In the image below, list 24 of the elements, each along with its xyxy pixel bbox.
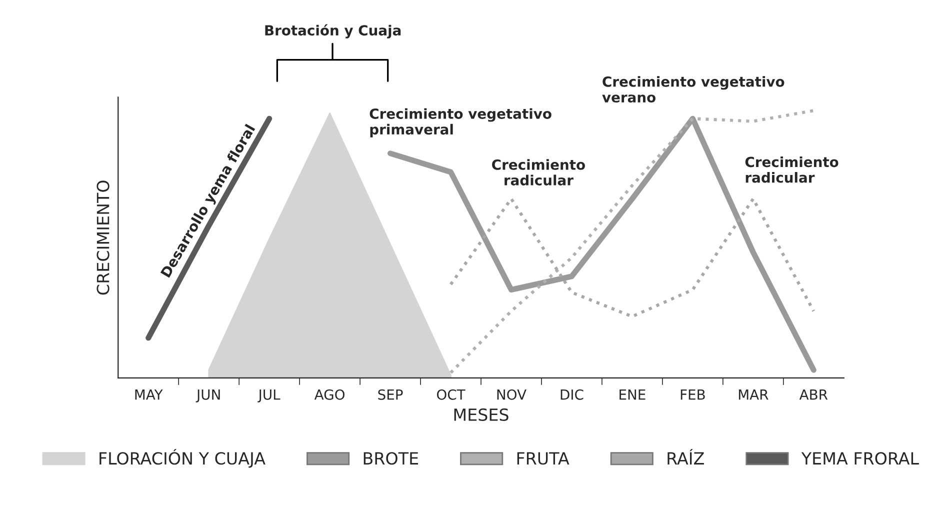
annotation: Crecimiento radicular [745,156,838,183]
x-tick-label: SEP [378,389,403,400]
x-tick-label: ABR [799,390,828,400]
text: Crecimiento vegetativo verano [602,76,784,103]
x-tick-label: NOV [497,389,526,400]
y-axis-title: CRECIMIENTO [96,180,110,295]
x-tick-label: MAY [135,390,163,400]
x-tick-label: JUL [258,390,280,402]
legend-label: YEMA FRORAL [801,452,919,465]
legend-label: FLORACIÓN Y CUAJA [100,449,266,468]
annotation: Crecimiento radicular [492,159,585,186]
x-tick-label: JUN [196,390,220,402]
x-tick-label: AGO [314,389,344,400]
x-tick-label: FEB [680,390,705,400]
annotation: Crecimiento vegetativo primaveral [370,108,552,138]
x-tick-label: MAR [738,390,768,400]
text: Brotación y Cuaja [265,24,401,38]
x-tick-label: OCT [436,389,466,400]
legend-label: FRUTA [517,452,570,465]
x-tick-label: ENE [620,390,646,400]
x-axis-title: MESES [454,408,508,421]
x-tick-label: DIC [560,389,584,400]
legend-label: BROTE [364,452,418,465]
legend-label: RAÍZ [668,449,704,464]
